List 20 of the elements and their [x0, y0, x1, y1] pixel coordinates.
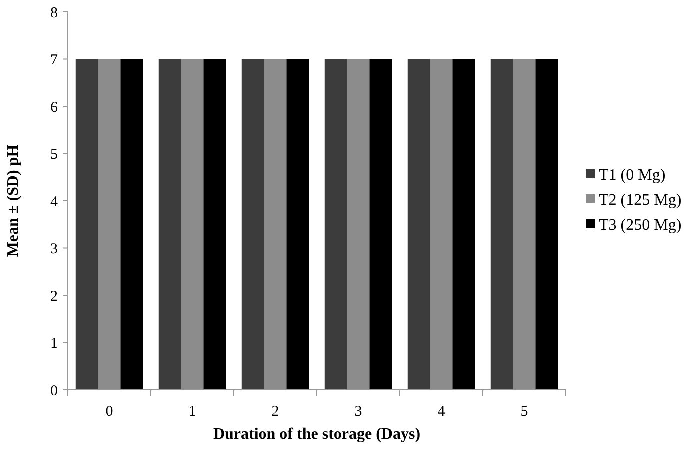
x-axis-title: Duration of the storage (Days) [213, 426, 421, 443]
y-tick-label: 1 [50, 336, 58, 352]
y-tick-label: 8 [50, 5, 58, 22]
x-tick-label: 4 [438, 404, 446, 420]
y-tick-label: 6 [50, 100, 58, 116]
y-axis-title: Mean ± (SD) pH [5, 144, 22, 258]
x-tick-label: 1 [188, 404, 196, 420]
y-tick-label: 3 [50, 242, 58, 258]
y-tick-label: 0 [50, 383, 58, 400]
x-tick-label: 0 [106, 404, 114, 420]
y-tick-label: 7 [50, 52, 58, 68]
legend-label: T1 (0 Mg) [599, 167, 666, 184]
legend-label: T2 (125 Mg) [599, 192, 682, 210]
x-tick-label: 5 [520, 404, 528, 420]
y-tick-label: 2 [50, 288, 58, 305]
x-tick-label: 2 [272, 404, 280, 420]
legend-label: T3 (250 Mg) [599, 217, 682, 234]
y-tick-label: 5 [50, 147, 58, 163]
y-tick-label: 4 [50, 194, 58, 210]
x-tick-label: 3 [354, 404, 362, 420]
